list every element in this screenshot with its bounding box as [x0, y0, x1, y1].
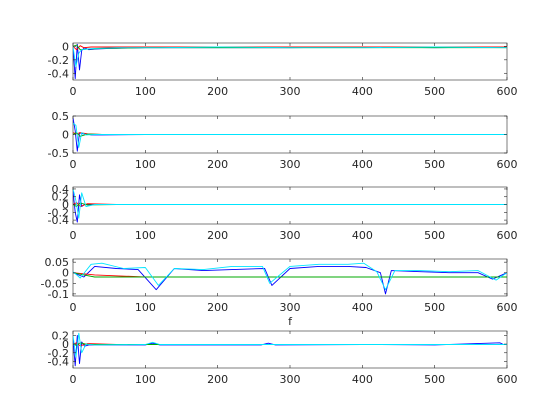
y-tick-label: 0 [62, 199, 69, 212]
x-tick-label: 0 [70, 158, 77, 171]
x-tick-label: 0 [70, 301, 77, 314]
x-tick-label: 600 [497, 158, 518, 171]
y-tick-label: 0 [62, 267, 69, 280]
x-tick-label: 300 [280, 85, 301, 98]
x-tick-label: 0 [70, 373, 77, 386]
x-tick-label: 500 [424, 229, 445, 242]
x-tick-label: 300 [280, 301, 301, 314]
series-line-4 [73, 123, 507, 148]
x-tick-label: 200 [207, 85, 228, 98]
x-tick-label: 200 [207, 301, 228, 314]
y-tick-label: -0.2 [48, 347, 69, 360]
x-tick-label: 300 [280, 229, 301, 242]
series-line-4 [73, 262, 507, 291]
x-tick-label: 600 [497, 229, 518, 242]
axes-frame [72, 42, 508, 81]
axes-frame [72, 258, 508, 297]
axes-frame [72, 186, 508, 225]
x-tick-label: 0 [70, 85, 77, 98]
x-tick-label: 100 [135, 301, 156, 314]
y-tick-label: 0 [62, 129, 69, 142]
y-tick-label: 0 [62, 338, 69, 351]
x-tick-label: 400 [352, 301, 373, 314]
y-tick-label: 0.4 [52, 183, 70, 196]
x-tick-label: 100 [135, 373, 156, 386]
x-tick-label: 400 [352, 229, 373, 242]
x-tick-label: 600 [497, 301, 518, 314]
x-tick-label: 300 [280, 158, 301, 171]
y-tick-label: 0.2 [52, 191, 70, 204]
y-tick-label: 0 [62, 40, 69, 53]
x-tick-label: 200 [207, 229, 228, 242]
x-tick-label: 600 [497, 85, 518, 98]
y-tick-label: -0.2 [48, 206, 69, 219]
y-tick-label: -0.4 [48, 355, 69, 368]
x-tick-label: 300 [280, 373, 301, 386]
x-tick-label: 500 [424, 373, 445, 386]
y-tick-label: 0.05 [45, 256, 70, 269]
y-tick-label: -0.4 [48, 67, 69, 80]
axes-frame [72, 330, 508, 369]
x-tick-label: 500 [424, 158, 445, 171]
x-tick-label: 600 [497, 373, 518, 386]
series-line-3 [73, 272, 507, 278]
y-tick-label: -0.5 [48, 147, 69, 160]
x-tick-label: 100 [135, 158, 156, 171]
y-tick-label: 0.5 [52, 110, 70, 123]
y-tick-label: -0.4 [48, 214, 69, 227]
x-tick-label: 500 [424, 85, 445, 98]
x-tick-label: 500 [424, 301, 445, 314]
x-tick-label: 100 [135, 85, 156, 98]
series-line-4 [73, 46, 507, 67]
x-axis-label: f [288, 315, 293, 328]
series-line-4 [73, 188, 507, 219]
x-tick-label: 200 [207, 158, 228, 171]
y-tick-label: -0.1 [48, 288, 69, 301]
y-tick-label: 0.2 [52, 329, 70, 342]
x-tick-label: 400 [352, 85, 373, 98]
x-tick-label: 100 [135, 229, 156, 242]
x-tick-label: 0 [70, 229, 77, 242]
y-tick-label: -0.2 [48, 54, 69, 67]
x-tick-label: 200 [207, 373, 228, 386]
x-tick-label: 400 [352, 158, 373, 171]
y-tick-label: -0.05 [41, 277, 69, 290]
series-line-4 [73, 332, 507, 358]
x-tick-label: 400 [352, 373, 373, 386]
series-line-1 [73, 265, 507, 295]
